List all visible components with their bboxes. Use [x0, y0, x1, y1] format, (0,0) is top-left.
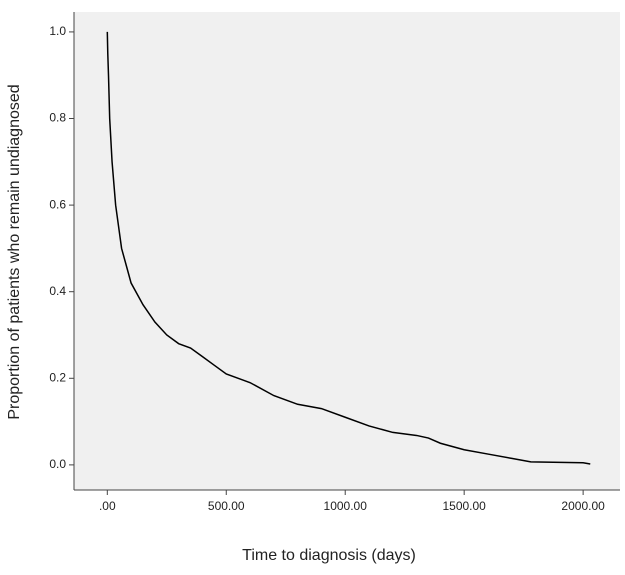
- x-tick-label: 1500.00: [442, 499, 486, 513]
- y-tick-label: 1.0: [49, 24, 66, 38]
- survival-line: [106, 31, 591, 465]
- y-tick-label: 0.0: [49, 457, 66, 471]
- plot-area: [74, 12, 620, 490]
- x-tick-label: 1000.00: [324, 499, 368, 513]
- x-tick-label: 2000.00: [561, 499, 605, 513]
- y-tick-label: 0.6: [49, 197, 66, 211]
- y-tick-label: 0.2: [49, 370, 66, 384]
- y-tick-label: 0.4: [49, 284, 66, 298]
- x-tick-label: 500.00: [208, 499, 245, 513]
- x-axis-title: Time to diagnosis (days): [242, 547, 416, 564]
- y-axis-title: Proportion of patients who remain undiag…: [6, 84, 23, 419]
- y-tick-label: 0.8: [49, 111, 66, 125]
- x-tick-label: .00: [99, 499, 116, 513]
